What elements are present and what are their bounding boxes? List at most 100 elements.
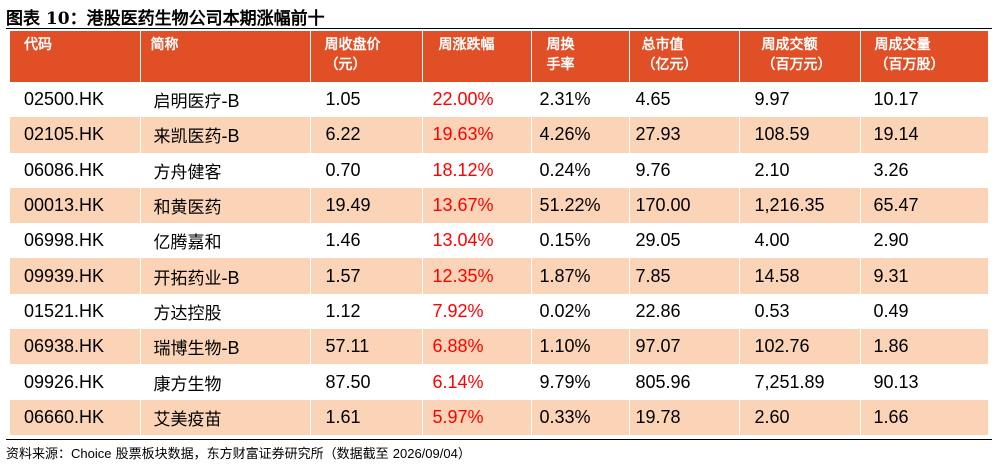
cell-turnover: 0.24% — [531, 152, 630, 188]
table-body: 02500.HK 启明医疗-B 1.05 22.00% 2.31% 4.65 9.97 10.… — [10, 82, 988, 435]
cell-change: 13.67% — [422, 187, 532, 224]
figure-title: 图表 10：港股医药生物公司本期涨幅前十 — [6, 9, 325, 29]
name-chinese: 来凯医药 — [153, 127, 222, 148]
cell-name: 瑞博生物-B — [140, 329, 311, 365]
cell-turnover: 9.79% — [531, 364, 630, 400]
table-row: 06660.HK 艾美疫苗 1.61 5.97% 0.33% 19.78 2.60 1.66 — [10, 399, 988, 435]
header-label: 周成交量 — [874, 37, 931, 53]
cell-market-cap: 7.85 — [629, 258, 740, 294]
cell-name: 方舟健客 — [140, 152, 311, 188]
cell-change: 6.14% — [422, 364, 532, 400]
cell-change: 22.00% — [422, 82, 532, 118]
cell-code: 01521.HK — [10, 293, 141, 330]
cell-name: 和黄医药 — [140, 187, 311, 224]
cell-code: 09926.HK — [10, 364, 141, 400]
header-volume: 周成交量 （百万股） — [860, 31, 988, 82]
cell-market-cap: 4.65 — [629, 82, 740, 118]
cell-code: 06660.HK — [10, 399, 141, 435]
cell-change: 12.35% — [422, 258, 532, 294]
header-label: 总市值 — [641, 37, 684, 53]
cell-name: 来凯医药-B — [140, 117, 311, 153]
header-label: 周成交额 — [761, 37, 818, 53]
cell-name: 康方生物 — [140, 364, 311, 400]
table-header-row: 代码 简称 周收盘价 （元） 周涨跌幅 周换手率 总市值 （亿元） 周成交额 （百万元… — [10, 31, 988, 82]
cell-volume: 9.31 — [860, 258, 988, 294]
cell-code: 02105.HK — [10, 117, 141, 153]
table-row: 06998.HK 亿腾嘉和 1.46 13.04% 0.15% 29.05 4.00 2.90 — [10, 223, 988, 259]
cell-code: 06998.HK — [10, 223, 141, 259]
cell-turnover: 4.26% — [531, 117, 630, 153]
cell-market-cap: 97.07 — [629, 329, 740, 365]
cell-close: 1.46 — [310, 223, 423, 259]
cell-turnover: 0.33% — [531, 399, 630, 435]
name-chinese: 方达控股 — [153, 303, 222, 324]
table-row: 06938.HK 瑞博生物-B 57.11 6.88% 1.10% 97.07 102.76… — [10, 329, 988, 365]
cell-turnover: 2.31% — [531, 82, 630, 118]
name-chinese: 方舟健客 — [153, 162, 222, 183]
cell-code: 09939.HK — [10, 258, 141, 294]
table-row: 09939.HK 开拓药业-B 1.57 12.35% 1.87% 7.85 14.58 9.… — [10, 258, 988, 294]
cell-volume: 10.17 — [873, 89, 919, 110]
cell-market-cap: 9.76 — [629, 152, 740, 188]
cell-amount: 4.00 — [739, 223, 861, 259]
cell-market-cap: 170.00 — [629, 187, 740, 224]
header-label-line2: （百万元） — [761, 57, 832, 73]
name-suffix: -B — [221, 338, 240, 359]
cell-close: 6.22 — [310, 117, 423, 153]
cell-amount: 2.10 — [739, 152, 861, 188]
cell-amount: 108.59 — [739, 117, 861, 153]
cell-close: 19.49 — [310, 187, 423, 224]
name-suffix: -B — [221, 91, 240, 112]
cell-volume: 65.47 — [860, 187, 988, 224]
header-label: 代码 — [24, 37, 52, 53]
cell-volume: 1.66 — [860, 399, 988, 435]
header-label-line2: （百万股） — [874, 57, 945, 73]
cell-name: 启明医疗-B — [140, 82, 311, 118]
name-suffix: -B — [221, 126, 240, 147]
name-chinese: 和黄医药 — [153, 198, 222, 219]
cell-market-cap: 27.93 — [629, 117, 740, 153]
cell-market-cap: 19.78 — [629, 399, 740, 435]
header-change: 周涨跌幅 — [422, 31, 532, 82]
cell-name: 亿腾嘉和 — [140, 223, 311, 259]
header-market-cap: 总市值 （亿元） — [629, 31, 740, 82]
cell-change: 7.92% — [422, 293, 532, 330]
name-chinese: 亿腾嘉和 — [153, 233, 222, 254]
cell-market-cap: 22.86 — [629, 293, 740, 330]
header-name: 简称 — [140, 31, 311, 82]
cell-turnover: 0.02% — [531, 293, 630, 330]
name-suffix: -B — [221, 267, 240, 288]
cell-change: 5.97% — [422, 399, 532, 435]
cell-close: 1.12 — [310, 293, 423, 330]
header-label: 周换 — [546, 37, 575, 53]
cell-amount: 0.53 — [739, 293, 861, 330]
table-row: 02500.HK 启明医疗-B 1.05 22.00% 2.31% 4.65 9.97 10.… — [10, 82, 988, 118]
header-amount: 周成交额 （百万元） — [739, 31, 861, 82]
cell-close: 1.05 — [310, 82, 423, 118]
header-label-line2: （亿元） — [641, 57, 698, 73]
cell-market-cap: 29.05 — [629, 223, 740, 259]
table-row: 02105.HK 来凯医药-B 6.22 19.63% 4.26% 27.93 108.59… — [10, 117, 988, 153]
header-turnover: 周换 手率 — [531, 31, 630, 82]
header-label-line2: 手率 — [546, 57, 575, 73]
top-gainers-table: 代码 简称 周收盘价 （元） 周涨跌幅 周换手率 总市值 （亿元） 周成交额 （百万元… — [10, 31, 988, 435]
source-note: 资料来源：Choice 股票板块数据，东方财富证券研究所（数据截至 2026/0… — [6, 443, 471, 462]
cell-turnover: 51.22% — [531, 187, 630, 224]
cell-volume: 3.26 — [873, 159, 909, 180]
cell-turnover: 0.15% — [531, 223, 630, 259]
cell-code: 06086.HK — [10, 152, 141, 188]
cell-volume: 90.13 — [873, 371, 919, 392]
cell-market-cap: 805.96 — [629, 364, 740, 400]
cell-volume: 0.49 — [873, 300, 909, 321]
cell-code: 06938.HK — [10, 329, 141, 365]
cell-close: 87.50 — [310, 364, 423, 400]
source-prefix: 资料来源： — [6, 447, 72, 462]
header-close: 周收盘价 （元） — [310, 31, 423, 82]
source-suffix: ） — [457, 447, 471, 462]
cell-code: 02500.HK — [10, 82, 141, 118]
cell-turnover: 1.10% — [531, 329, 630, 365]
name-chinese: 启明医疗 — [153, 92, 222, 113]
cell-amount: 14.58 — [739, 258, 861, 294]
cell-volume: 2.90 — [873, 230, 909, 251]
